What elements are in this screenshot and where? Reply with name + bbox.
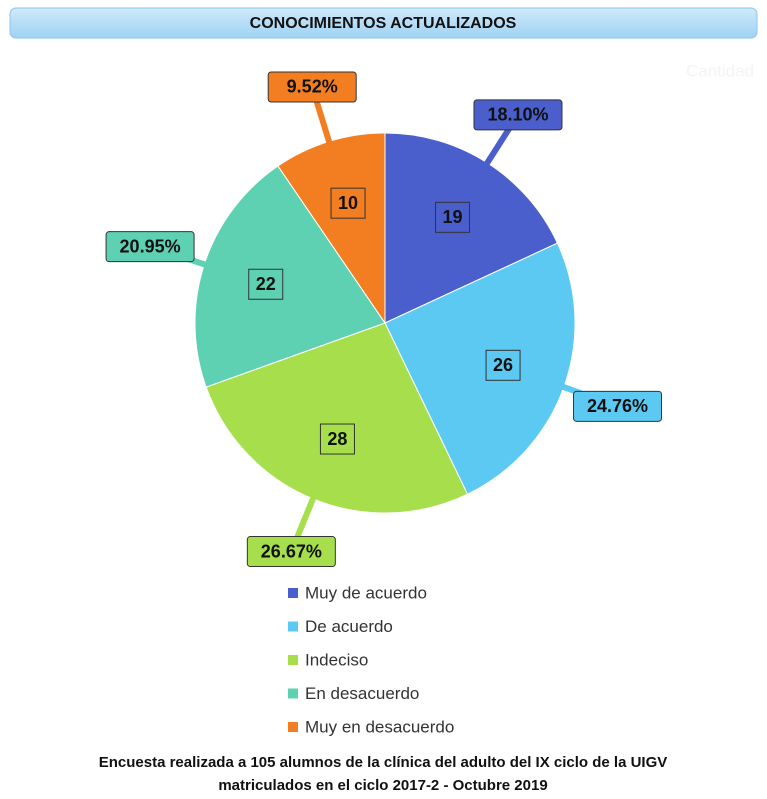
note: Encuesta realizada a 105 alumnos de la c… bbox=[99, 754, 668, 771]
legend-marker bbox=[288, 688, 298, 699]
value-label: 28 bbox=[327, 429, 347, 449]
percent-label: 24.76% bbox=[587, 396, 648, 416]
chart-title: CONOCIMIENTOS ACTUALIZADOS bbox=[250, 15, 517, 32]
value-label-box bbox=[435, 201, 471, 233]
value-label-box bbox=[248, 268, 284, 300]
percent-label-box bbox=[267, 71, 357, 103]
percent-label: 9.52% bbox=[287, 77, 338, 97]
percent-label: 18.10% bbox=[487, 105, 548, 125]
series-name: Cantidad bbox=[686, 61, 754, 80]
legend-label: En desacuerdo bbox=[305, 684, 419, 703]
value-label-box bbox=[319, 423, 355, 455]
percent-label: 20.95% bbox=[120, 236, 181, 256]
value-label-box bbox=[330, 187, 366, 219]
value-label: 19 bbox=[442, 207, 462, 227]
legend-label: De acuerdo bbox=[305, 617, 393, 636]
note: matriculados en el ciclo 2017-2 - Octubr… bbox=[218, 777, 547, 794]
percent-label-box bbox=[473, 99, 563, 131]
legend-marker bbox=[288, 588, 298, 598]
percent-label-box bbox=[246, 536, 336, 568]
value-label: 22 bbox=[256, 274, 276, 294]
legend-label: Indeciso bbox=[305, 650, 368, 669]
legend-marker bbox=[288, 655, 298, 665]
percent-label: 26.67% bbox=[261, 541, 322, 561]
value-label: 10 bbox=[338, 193, 358, 213]
title-bar bbox=[9, 7, 758, 39]
legend-label: Muy de acuerdo bbox=[305, 583, 427, 602]
percent-label-box bbox=[105, 231, 195, 263]
legend-marker bbox=[288, 621, 298, 632]
percent-label-box bbox=[573, 390, 663, 422]
legend-label: Muy en desacuerdo bbox=[305, 717, 454, 736]
value-label: 26 bbox=[493, 355, 513, 375]
legend-marker bbox=[288, 722, 298, 732]
value-label-box bbox=[485, 349, 521, 381]
